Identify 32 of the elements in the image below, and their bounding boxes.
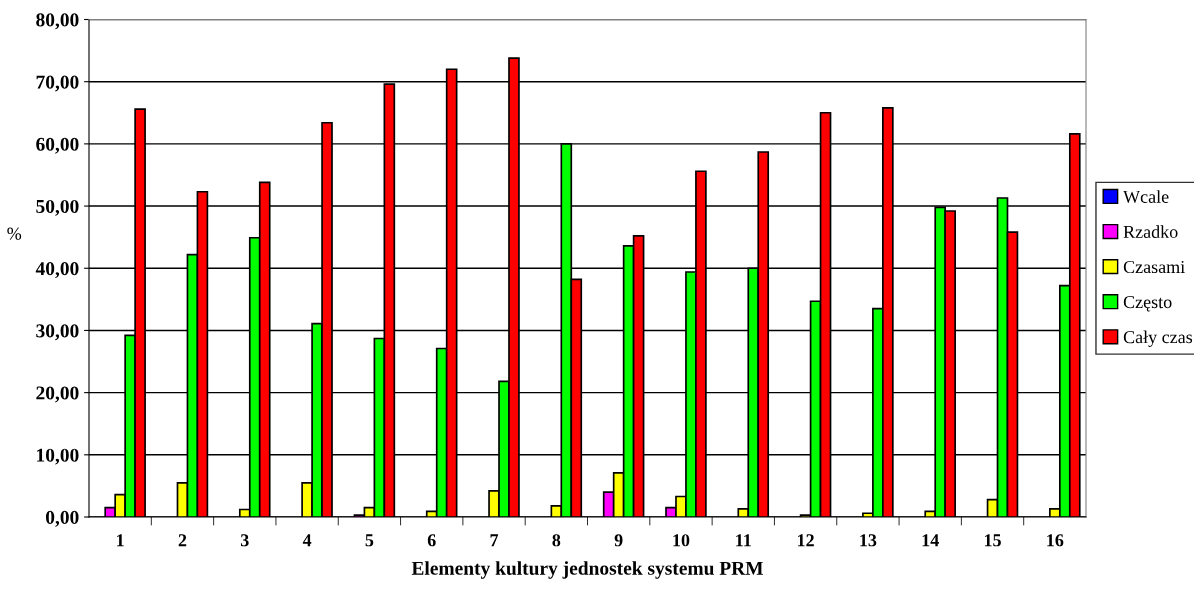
y-tick-label: 40,00 (35, 262, 79, 279)
x-tick-label: 3 (240, 534, 249, 547)
x-tick-label: 11 (736, 534, 751, 547)
y-tick-label: 30,00 (36, 324, 79, 341)
x-tick-label: 9 (614, 534, 623, 547)
x-tick-label: 6 (427, 534, 436, 547)
y-tick-label: 70,00 (36, 75, 79, 92)
x-tick-label: 16 (1047, 534, 1064, 547)
x-tick-label: 1 (117, 534, 124, 547)
legend-label: Wcale (1123, 190, 1169, 203)
y-tick-label: 0,00 (45, 510, 79, 527)
y-tick-label: 80,00 (36, 13, 79, 30)
x-tick-label: 5 (365, 534, 374, 547)
x-tick-label: 7 (490, 534, 499, 547)
y-tick-label: 50,00 (36, 199, 79, 216)
x-tick-label: 2 (178, 534, 187, 547)
x-tick-label: 8 (552, 534, 561, 547)
legend-label: Cały czas (1123, 330, 1193, 347)
x-tick-label: 10 (673, 534, 690, 547)
x-tick-label: 13 (860, 534, 877, 547)
legend-label: Często (1123, 296, 1172, 312)
x-axis-title: Elementy kultury jednostek systemu PRM (411, 561, 764, 579)
x-tick-label: 12 (798, 534, 814, 547)
y-tick-label: 20,00 (36, 386, 79, 403)
y-tick-label: 60,00 (36, 137, 79, 154)
legend-label: Czasami (1123, 260, 1185, 274)
legend-label: Rzadko (1123, 225, 1178, 238)
y-tick-label: 10,00 (37, 448, 79, 465)
x-tick-label: 14 (922, 534, 939, 547)
x-tick-label: 4 (302, 534, 312, 547)
x-tick-label: 15 (984, 534, 1001, 547)
y-axis-title: % (7, 227, 22, 240)
